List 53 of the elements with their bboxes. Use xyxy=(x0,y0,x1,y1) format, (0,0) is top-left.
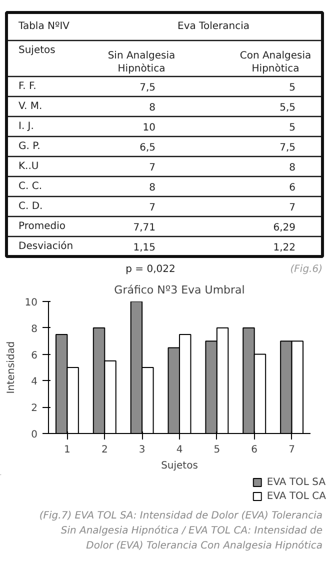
chart-title: Gráfico Nº3 Eva Umbral xyxy=(114,284,245,296)
text: Con Analgesia Hipnòtica xyxy=(240,50,312,75)
text: 5,5 xyxy=(280,102,296,114)
text: 8 xyxy=(289,162,296,174)
text: 10 xyxy=(142,122,156,134)
text: 7,71 xyxy=(133,222,156,234)
text: Promedio xyxy=(18,221,66,232)
text: 6,29 xyxy=(273,222,296,234)
text: F. F. xyxy=(18,81,36,92)
text: 6,5 xyxy=(140,142,156,154)
text: p = 0,022 xyxy=(126,264,176,275)
x-tick-label: 3 xyxy=(138,444,146,456)
y-axis-title: Intensidad xyxy=(6,341,17,394)
text: G. P. xyxy=(18,141,40,152)
text: C. C. xyxy=(18,181,42,192)
text: 1,15 xyxy=(133,242,156,254)
y-tick-label: 2 xyxy=(31,403,38,414)
text: 7 xyxy=(149,162,156,174)
text: 7,5 xyxy=(140,82,156,94)
text: 7 xyxy=(149,202,156,214)
y-tick-label: 4 xyxy=(31,376,38,388)
text: I. J. xyxy=(18,121,34,132)
text: (Fig.7) EVA TOL SA: Intensidad de Dolor (EVA) Tolerancia Sin Analgesia Hipnótica / EVA TOL CA: Intensidad de Dolor (EVA) Tolerancia Con Analgesia Hipnótica xyxy=(39,510,323,552)
text: K..U xyxy=(18,161,39,172)
x-tick-label: 5 xyxy=(214,444,220,456)
y-tick-label: 8 xyxy=(31,324,38,335)
text: Desviación xyxy=(18,241,74,252)
legend-label: EVA TOL SA xyxy=(266,476,326,488)
text: C. D. xyxy=(18,201,43,212)
text: 6 xyxy=(289,182,296,194)
x-tick-label: 4 xyxy=(176,444,183,456)
legend-label: EVA TOL CA xyxy=(266,490,326,502)
text: 7 xyxy=(289,202,296,214)
x-tick-label: 2 xyxy=(101,444,108,456)
text: Eva Tolerancia xyxy=(178,21,250,32)
y-tick-label: 6 xyxy=(31,350,38,362)
x-tick-label: 1 xyxy=(64,444,70,456)
text: Sujetos xyxy=(18,45,56,56)
y-tick-label: 0 xyxy=(31,430,38,440)
text: 5 xyxy=(289,82,296,94)
text: 8 xyxy=(149,182,156,194)
text: (Fig.6) xyxy=(290,264,323,275)
x-tick-label: 6 xyxy=(251,444,258,456)
text: Sin Analgesia Hipnòtica xyxy=(108,50,176,75)
text: 8 xyxy=(149,102,156,114)
text: 7,5 xyxy=(280,142,296,154)
text: V. M. xyxy=(18,101,42,112)
x-tick-label: 7 xyxy=(288,444,295,456)
text: 5 xyxy=(289,122,296,134)
x-axis-title: Sujetos xyxy=(161,460,198,472)
text: 1,22 xyxy=(273,242,296,254)
y-tick-label: 10 xyxy=(24,298,38,308)
text: Tabla NºIV xyxy=(18,21,70,32)
